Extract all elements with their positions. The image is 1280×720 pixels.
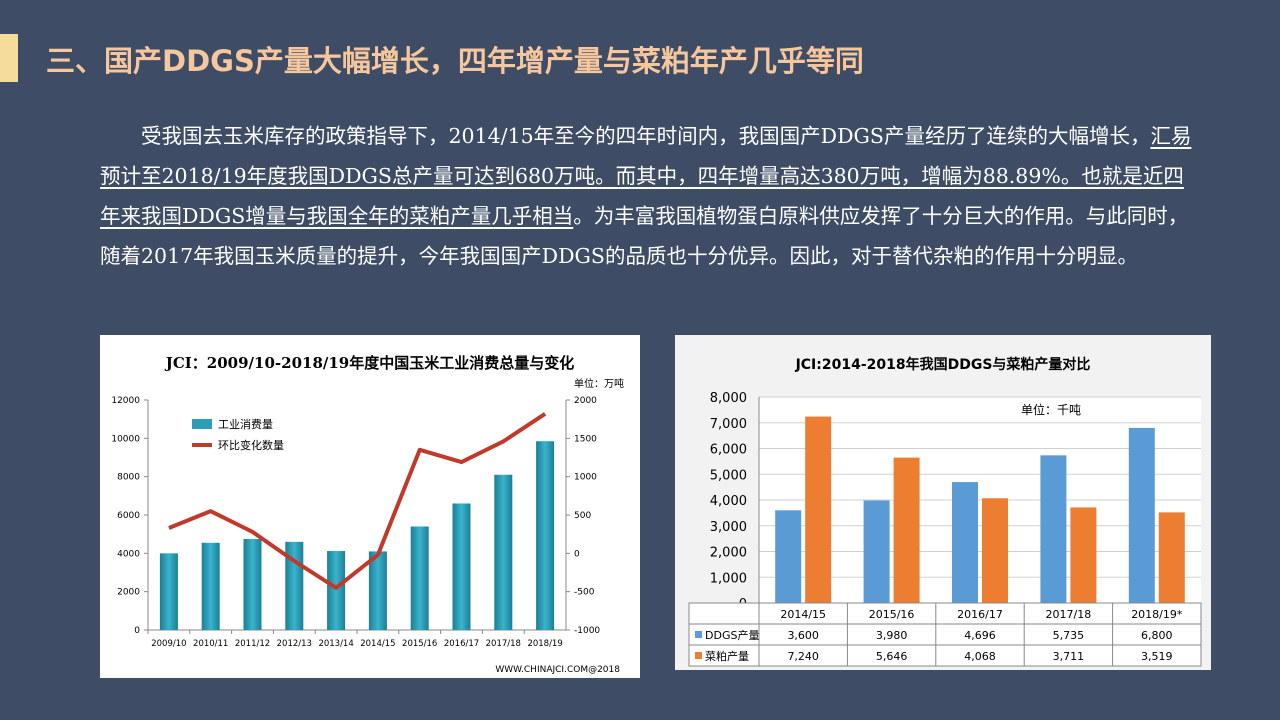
chart2-unit-label: 单位：千吨 bbox=[1021, 402, 1081, 417]
chart2-table-value: 6,800 bbox=[1141, 629, 1173, 642]
chart2-category-label: 2014/15 bbox=[780, 608, 826, 621]
industrial-consumption-chart: JCI：2009/10-2018/19年度中国玉米工业消费总量与变化 单位：万吨 0… bbox=[100, 335, 640, 678]
chart2-table-value: 3,711 bbox=[1053, 650, 1085, 663]
chart2-table-value: 5,735 bbox=[1053, 629, 1085, 642]
chart1-right-tick-label: -500 bbox=[574, 588, 595, 598]
chart1-right-tick-label: 1500 bbox=[574, 434, 597, 444]
paragraph-part-3: 。为丰富我国植物蛋白原料供应发挥了十分巨大的作用。与此同时，随着2017年我国玉… bbox=[100, 204, 1189, 268]
chart2-bar-rapeseed bbox=[1158, 512, 1185, 603]
chart1-left-tick-label: 0 bbox=[134, 626, 140, 636]
chart1-bar bbox=[452, 503, 471, 630]
chart1-legend-bar-label: 工业消费量 bbox=[218, 417, 273, 431]
chart2-title: JCI:2014-2018年我国DDGS与菜粕产量对比 bbox=[795, 356, 1091, 373]
chart2-bar-rapeseed bbox=[893, 457, 920, 603]
chart2-y-tick-label: 5,000 bbox=[710, 468, 747, 483]
chart2-table-value: 3,980 bbox=[876, 629, 908, 642]
chart2-series-label: 菜粕产量 bbox=[705, 649, 749, 663]
chart2-bar-ddgs bbox=[1040, 455, 1067, 603]
chart2-table-value: 7,240 bbox=[787, 650, 819, 663]
chart2-table-value: 5,646 bbox=[876, 650, 908, 663]
chart1-bar bbox=[536, 441, 555, 630]
slide-title: 三、国产DDGS产量大幅增长，四年增产量与菜粕年产几乎等同 bbox=[46, 44, 864, 78]
title-accent-bar bbox=[0, 34, 18, 82]
ddgs-rapeseed-meal-chart-svg: JCI:2014-2018年我国DDGS与菜粕产量对比01,0002,0003,… bbox=[688, 356, 1202, 667]
chart1-legend-bar-swatch bbox=[192, 419, 212, 429]
chart1-bar bbox=[368, 551, 387, 630]
chart2-category-label: 2015/16 bbox=[869, 608, 915, 621]
chart1-unit-label: 单位：万吨 bbox=[574, 377, 624, 390]
chart1-left-tick-label: 10000 bbox=[111, 434, 140, 444]
chart2-bar-rapeseed bbox=[805, 416, 832, 603]
paragraph-part-1: 受我国去玉米库存的政策指导下，2014/15年至今的四年时间内，我国国产DDGS… bbox=[141, 124, 1151, 148]
chart1-bar bbox=[327, 551, 346, 630]
chart1-right-tick-label: 0 bbox=[574, 549, 580, 559]
body-paragraph: 受我国去玉米库存的政策指导下，2014/15年至今的四年时间内，我国国产DDGS… bbox=[100, 116, 1195, 276]
chart2-table-value: 4,068 bbox=[964, 650, 996, 663]
chart1-x-tick-label: 2018/19 bbox=[527, 639, 562, 649]
chart1-bar bbox=[410, 526, 429, 630]
chart1-bar bbox=[201, 542, 220, 630]
chart1-x-tick-label: 2009/10 bbox=[151, 639, 186, 649]
chart2-series-label: DDGS产量 bbox=[705, 628, 759, 642]
chart1-bar bbox=[159, 553, 178, 630]
ddgs-rapeseed-meal-chart: JCI:2014-2018年我国DDGS与菜粕产量对比01,0002,0003,… bbox=[675, 335, 1211, 670]
chart1-change-line bbox=[168, 412, 547, 590]
chart2-bar-ddgs bbox=[952, 482, 978, 603]
chart1-bar bbox=[243, 538, 262, 630]
chart1-x-tick-label: 2012/13 bbox=[277, 639, 312, 649]
chart2-category-label: 2018/19* bbox=[1131, 608, 1183, 621]
chart2-legend-swatch-rapeseed bbox=[695, 652, 702, 659]
chart1-left-tick-label: 12000 bbox=[111, 396, 140, 406]
chart2-table-value: 3,600 bbox=[787, 629, 819, 642]
chart2-category-label: 2017/18 bbox=[1046, 608, 1092, 621]
chart1-right-tick-label: 1000 bbox=[574, 473, 597, 483]
chart2-y-tick-label: 1,000 bbox=[710, 571, 747, 586]
chart2-data-table bbox=[688, 602, 1202, 667]
chart1-right-tick-label: 2000 bbox=[574, 396, 597, 406]
chart1-left-tick-label: 2000 bbox=[117, 588, 140, 598]
paragraph-part-2-underlined: 汇易预计至2018/19年度我国DDGS总产量可达到680万吨。而其中，四年增量… bbox=[100, 124, 1192, 228]
chart2-table-value: 3,519 bbox=[1141, 650, 1173, 663]
chart1-x-tick-label: 2010/11 bbox=[193, 639, 228, 649]
chart2-y-tick-label: 8,000 bbox=[710, 391, 747, 406]
chart1-x-tick-label: 2017/18 bbox=[486, 639, 521, 649]
chart2-y-tick-label: 4,000 bbox=[710, 494, 747, 509]
chart2-y-tick-label: 3,000 bbox=[710, 520, 747, 535]
chart2-bar-rapeseed bbox=[982, 498, 1008, 603]
chart1-title: JCI：2009/10-2018/19年度中国玉米工业消费总量与变化 bbox=[164, 354, 574, 372]
chart2-bar-ddgs bbox=[863, 500, 890, 603]
chart2-y-tick-label: 2,000 bbox=[710, 546, 747, 561]
chart1-x-tick-label: 2015/16 bbox=[402, 639, 437, 649]
chart1-left-tick-label: 4000 bbox=[117, 549, 140, 559]
chart1-x-tick-label: 2014/15 bbox=[360, 639, 395, 649]
chart2-bar-rapeseed bbox=[1070, 507, 1097, 603]
chart1-x-tick-label: 2011/12 bbox=[235, 639, 270, 649]
chart2-y-tick-label: 7,000 bbox=[710, 417, 747, 432]
chart2-y-tick-label: 6,000 bbox=[710, 443, 747, 458]
chart1-right-tick-label: 500 bbox=[574, 511, 591, 521]
chart2-legend-swatch-ddgs bbox=[695, 631, 702, 638]
chart2-bar-ddgs bbox=[775, 510, 802, 603]
chart1-left-tick-label: 8000 bbox=[117, 473, 140, 483]
chart1-x-tick-label: 2013/14 bbox=[318, 639, 353, 649]
chart1-bar bbox=[494, 474, 513, 630]
chart1-x-tick-label: 2016/17 bbox=[444, 639, 479, 649]
chart2-bar-ddgs bbox=[1128, 427, 1155, 603]
chart1-right-tick-label: -1000 bbox=[574, 626, 600, 636]
chart1-left-tick-label: 6000 bbox=[117, 511, 140, 521]
chart1-legend-line-label: 环比变化数量 bbox=[218, 438, 284, 452]
chart2-category-label: 2016/17 bbox=[957, 608, 1003, 621]
chart2-table-value: 4,696 bbox=[964, 629, 996, 642]
chart1-footer: WWW.CHINAJCI.COM@2018 bbox=[495, 665, 620, 675]
